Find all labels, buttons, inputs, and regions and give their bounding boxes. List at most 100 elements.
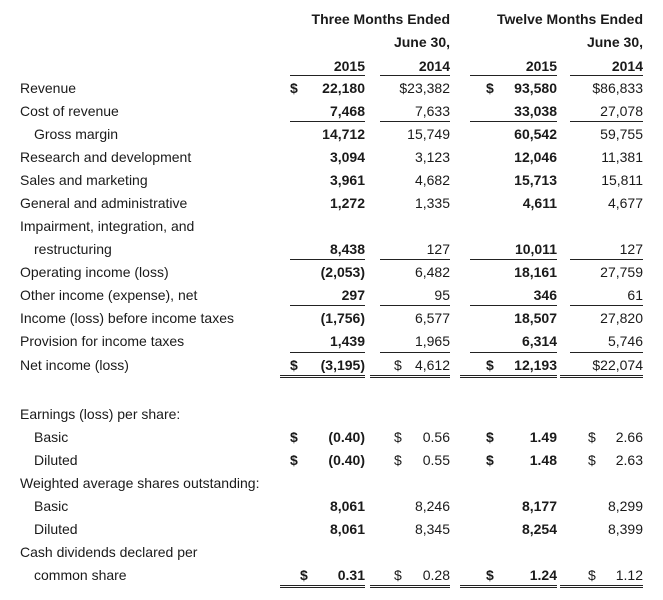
cell-value: 1.49 [529,429,557,445]
cell-value: 8,061 [329,498,365,514]
header-rule [470,75,557,76]
cell-value: 346 [533,287,557,303]
cell-value: 297 [341,287,365,303]
year-header: 2014 [611,58,643,74]
cell-value: 1,439 [329,333,365,349]
currency-symbol: $ [588,429,596,445]
currency-symbol: $ [486,567,494,583]
subtotal-rule [290,352,365,353]
cell-value: (0.40) [328,429,365,445]
cell-value: 10,011 [514,241,557,257]
cell-value: 6,482 [414,264,450,280]
row-label: Income (loss) before income taxes [20,310,234,326]
cell-value: 1,335 [414,195,450,211]
cell-value: 12,046 [514,149,557,165]
cell-value: 0.56 [422,429,450,445]
subtotal-rule [380,259,450,260]
year-header: 2015 [525,58,557,74]
row-label: Provision for income taxes [20,333,185,349]
cell-value: 0.28 [422,567,450,583]
dividends-label-line2: common share [34,567,127,583]
cell-value: 95 [434,287,450,303]
three-months-header: Three Months Ended [311,11,450,27]
cell-value: 4,611 [522,195,557,211]
cell-value: 7,633 [414,103,450,119]
cell-value: 8,254 [521,521,557,537]
cell-value: 8,299 [607,498,643,514]
cell-value: 27,078 [600,103,643,119]
subtotal-rule [380,352,450,353]
cell-value: 7,468 [329,103,365,119]
cell-value: 127 [619,241,643,257]
cell-value: $23,382 [399,80,450,96]
cell-value: 4,677 [607,195,643,211]
shares-title: Weighted average shares outstanding: [20,475,260,491]
row-label-continued: restructuring [34,241,112,257]
row-label: General and administrative [20,195,188,211]
cell-value: 3,123 [414,149,450,165]
cell-value: 0.31 [337,567,365,583]
row-label: Gross margin [34,126,119,142]
currency-symbol: $ [290,80,298,96]
cell-value: (3,195) [320,357,365,373]
cell-value: 8,177 [521,498,557,514]
subtotal-rule [290,121,365,122]
currency-symbol: $ [486,452,494,468]
total-double-rule [560,585,643,588]
cell-value: 33,038 [514,103,557,119]
header-rule [570,75,643,76]
total-double-rule [370,585,450,588]
dividends-label-line1: Cash dividends declared per [20,544,198,560]
cell-value: 12,193 [514,357,557,373]
row-label: Sales and marketing [20,172,148,188]
header-rule [290,75,365,76]
subtotal-rule [470,121,557,122]
cell-value: 93,580 [514,80,557,96]
total-double-rule [280,375,365,378]
currency-symbol: $ [290,452,298,468]
total-double-rule [560,375,643,378]
cell-value: 1.48 [529,452,557,468]
cell-value: 1,965 [414,333,450,349]
shares-basic-label: Basic [34,498,69,514]
shares-diluted-label: Diluted [34,521,78,537]
currency-symbol: $ [486,80,494,96]
cell-value: $86,833 [592,80,643,96]
row-label: Net income (loss) [20,357,129,373]
total-double-rule [370,375,450,378]
currency-symbol: $ [394,452,402,468]
cell-value: 27,820 [600,310,643,326]
currency-symbol: $ [290,357,298,373]
cell-value: 11,381 [601,149,643,165]
eps-basic-label: Basic [34,429,69,445]
subtotal-rule [570,305,643,306]
cell-value: 127 [426,241,450,257]
cell-value: 3,094 [329,149,365,165]
cell-value: 6,577 [414,310,450,326]
cell-value: 22,180 [322,80,365,96]
currency-symbol: $ [290,429,298,445]
total-double-rule [280,585,365,588]
row-label: Operating income (loss) [20,264,169,280]
row-label: Other income (expense), net [20,287,198,303]
cell-value: 5,746 [607,333,643,349]
subtotal-rule [290,259,365,260]
cell-value: 8,438 [329,241,365,257]
currency-symbol: $ [394,567,402,583]
cell-value: 1,272 [329,195,365,211]
cell-value: 4,682 [414,172,450,188]
twelve-months-header: Twelve Months Ended [497,11,643,27]
cell-value: 1.24 [529,567,557,583]
cell-value: 15,811 [601,172,643,188]
cell-value: (1,756) [320,310,365,326]
row-label: Revenue [20,80,77,96]
subtotal-rule [570,352,643,353]
cell-value: 27,759 [600,264,643,280]
currency-symbol: $ [588,567,596,583]
currency-symbol: $ [300,567,308,583]
cell-value: 61 [627,287,643,303]
row-label: Cost of revenue [20,103,119,119]
cell-value: 8,246 [414,498,450,514]
total-double-rule [460,375,557,378]
twelve-months-subheader: June 30, [586,34,643,50]
